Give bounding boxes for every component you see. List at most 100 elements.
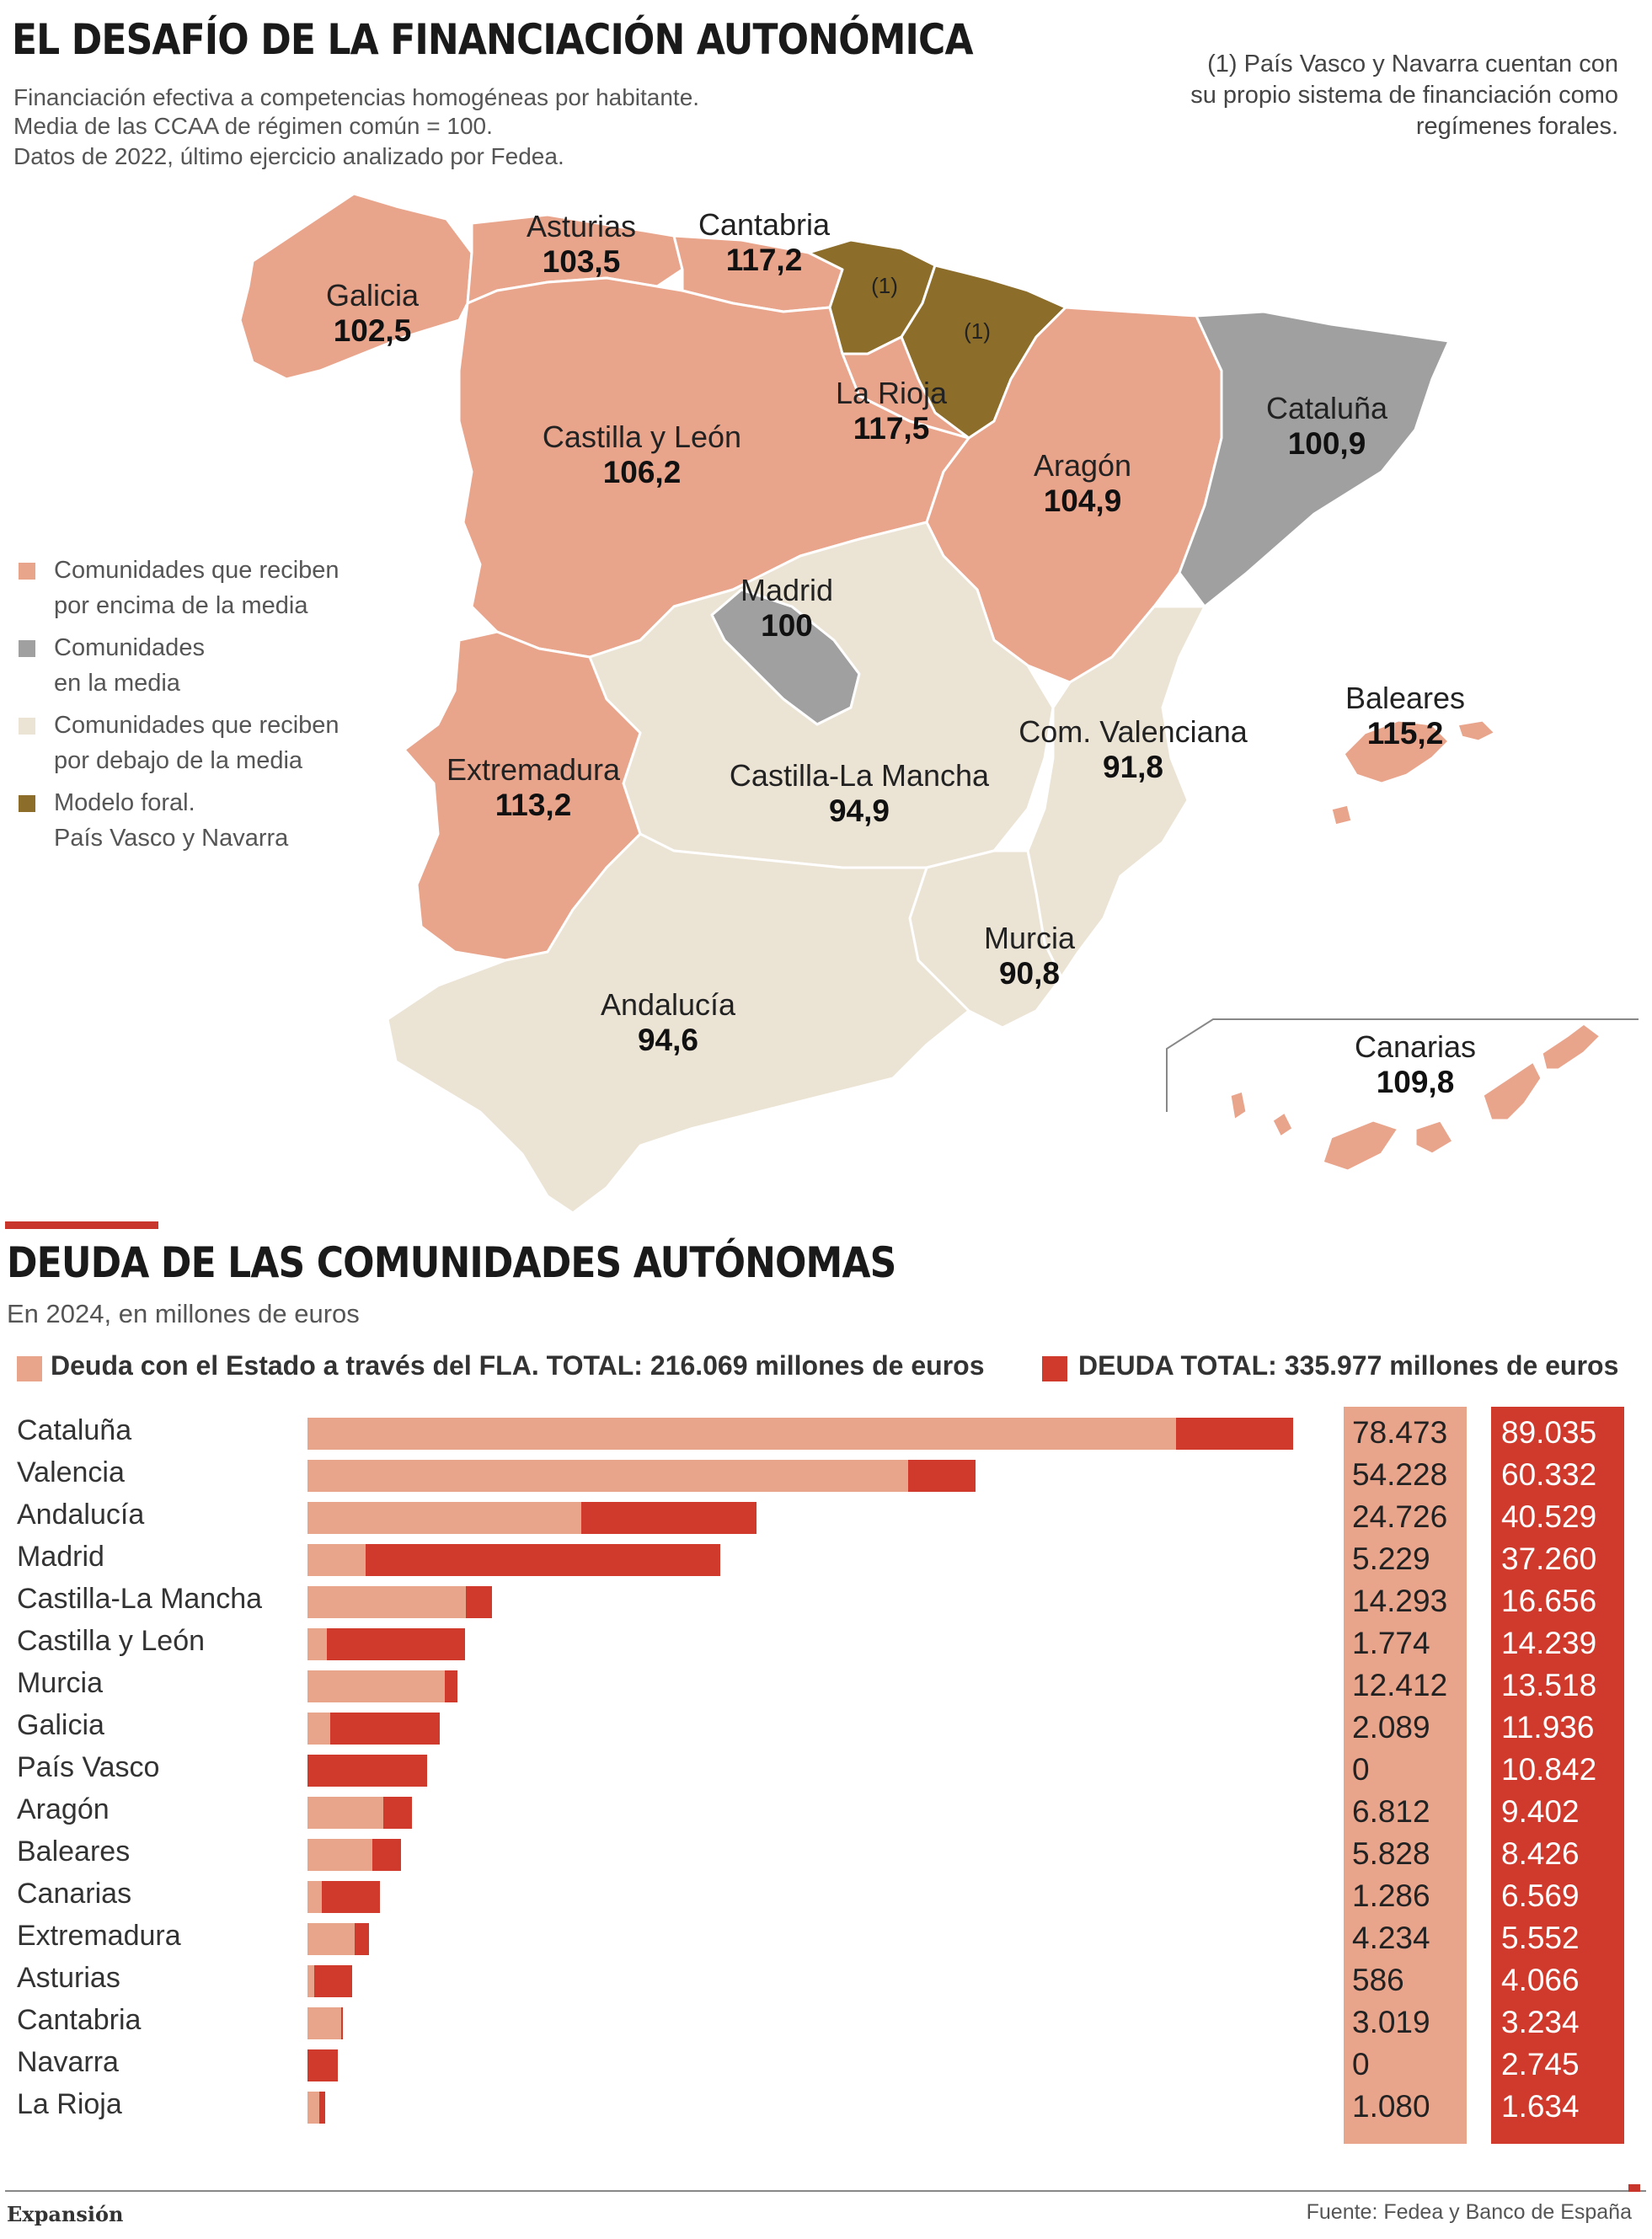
region-canarias — [1228, 1022, 1602, 1173]
value-label-fla: 0 — [1352, 2047, 1370, 2081]
label-aragon: Aragón 104,9 — [1033, 448, 1132, 518]
value-label-total: 13.518 — [1501, 1668, 1597, 1702]
value-label-total: 14.239 — [1501, 1626, 1597, 1660]
value-label-fla: 586 — [1352, 1963, 1404, 1997]
value-label-fla: 1.080 — [1352, 2089, 1430, 2124]
row-label: Asturias — [17, 1962, 120, 1994]
legend-swatch-below — [19, 718, 35, 735]
legend-swatch-fla — [17, 1356, 42, 1381]
value-label-total: 5.552 — [1501, 1921, 1580, 1955]
value-label-fla: 54.228 — [1352, 1457, 1448, 1492]
legend-label-above: Comunidades que reciben por encima de la… — [54, 557, 339, 619]
bar-deuda-fla — [307, 1670, 446, 1702]
bar-deuda-fla — [307, 1586, 466, 1618]
spain-map: (1) (1) — [238, 192, 1639, 1215]
value-label-total: 40.529 — [1501, 1499, 1597, 1534]
bar-deuda-fla — [307, 1713, 331, 1745]
label-castilla-leon: Castilla y León 106,2 — [542, 419, 742, 489]
row-label: Extremadura — [17, 1920, 181, 1952]
value-label-total: 8.426 — [1501, 1836, 1580, 1871]
bar-deuda-fla — [307, 2092, 320, 2124]
label-galicia: Galicia 102,5 — [325, 278, 420, 348]
bar-deuda-fla — [307, 1628, 328, 1660]
region-la-rioja — [841, 335, 970, 440]
value-label-total: 89.035 — [1501, 1415, 1597, 1450]
bar-deuda-fla — [307, 2007, 341, 2039]
bar-deuda-fla — [307, 1418, 1177, 1450]
row-label: Valencia — [17, 1456, 125, 1488]
chart-subtitle: En 2024, en millones de euros — [7, 1299, 360, 1328]
value-label-total: 60.332 — [1501, 1457, 1597, 1492]
region-andalucia — [386, 832, 970, 1215]
row-label: Cataluña — [17, 1414, 132, 1446]
value-label-fla: 1.774 — [1352, 1626, 1430, 1660]
row-label: La Rioja — [17, 2088, 122, 2120]
label-asturias: Asturias 103,5 — [526, 209, 637, 279]
label-andalucia: Andalucía 94,6 — [600, 987, 736, 1057]
canarias-inset-frame — [1166, 1018, 1639, 1112]
map-title: EL DESAFÍO DE LA FINANCIACIÓN AUTONÓMICA — [12, 15, 974, 64]
bar-deuda-total — [307, 1755, 428, 1787]
value-label-fla: 5.229 — [1352, 1542, 1430, 1576]
bar-deuda-total — [307, 1965, 353, 1997]
region-valencia — [1026, 605, 1206, 979]
map-subtitle-1: Financiación efectiva a competencias hom… — [13, 84, 700, 110]
label-madrid: Madrid 100 — [740, 573, 834, 643]
bar-deuda-fla — [307, 1797, 383, 1829]
footer-accent — [1628, 2184, 1640, 2192]
bar-deuda-total — [307, 1628, 466, 1660]
value-label-fla: 6.812 — [1352, 1794, 1430, 1829]
legend-swatch-average — [19, 640, 35, 657]
bar-deuda-fla — [307, 1502, 581, 1534]
value-label-total: 6.569 — [1501, 1878, 1580, 1913]
row-label: Murcia — [17, 1667, 104, 1699]
legend-label-below: Comunidades que reciben por debajo de la… — [54, 712, 339, 774]
label-extremadura: Extremadura 113,2 — [446, 752, 621, 822]
row-label: Cantabria — [17, 2004, 142, 2036]
row-label: Navarra — [17, 2046, 119, 2078]
row-label: Baleares — [17, 1836, 131, 1868]
bar-deuda-fla — [307, 1923, 355, 1955]
bar-deuda-fla — [307, 1460, 908, 1492]
value-label-total: 11.936 — [1501, 1710, 1595, 1745]
bar-deuda-total — [307, 1544, 720, 1576]
region-baleares — [1329, 719, 1497, 827]
value-label-fla: 0 — [1352, 1752, 1370, 1787]
total-values-column — [1491, 1407, 1624, 2144]
legend-label-fla: Deuda con el Estado a través del FLA. TO… — [51, 1350, 985, 1381]
value-label-fla: 24.726 — [1352, 1499, 1448, 1534]
source-credit: Fuente: Fedea y Banco de España — [1306, 2200, 1632, 2224]
bar-deuda-fla — [307, 1881, 322, 1913]
label-valencia: Com. Valenciana 91,8 — [1018, 714, 1248, 784]
row-label: Galicia — [17, 1709, 104, 1741]
map-subtitle-2: Media de las CCAA de régimen común = 100… — [13, 113, 493, 139]
value-label-total: 37.260 — [1501, 1542, 1597, 1576]
row-label: Andalucía — [17, 1499, 145, 1531]
label-murcia: Murcia 90,8 — [983, 921, 1076, 991]
row-label: Madrid — [17, 1541, 104, 1573]
value-label-total: 1.634 — [1501, 2089, 1580, 2124]
value-label-fla: 14.293 — [1352, 1584, 1448, 1618]
value-label-total: 9.402 — [1501, 1794, 1580, 1829]
value-label-fla: 3.019 — [1352, 2005, 1430, 2039]
label-cataluna: Cataluña 100,9 — [1265, 391, 1388, 461]
foral-note: (1) País Vasco y Navarra cuentan con su … — [1190, 51, 1618, 140]
value-label-total: 2.745 — [1501, 2047, 1580, 2081]
bar-deuda-fla — [307, 1544, 366, 1576]
legend-label-average: Comunidades en la media — [54, 634, 205, 697]
section-accent-bar — [5, 1221, 158, 1229]
legend-swatch-foral — [19, 795, 35, 812]
legend-label-foral: Modelo foral. País Vasco y Navarra — [54, 789, 289, 852]
map-subtitle-3: Datos de 2022, último ejercicio analizad… — [13, 143, 564, 169]
label-castilla-la-mancha: Castilla-La Mancha 94,9 — [729, 758, 990, 828]
publisher-credit: Expansión — [7, 2202, 124, 2226]
value-label-fla: 12.412 — [1352, 1668, 1448, 1702]
value-label-fla: 4.234 — [1352, 1921, 1430, 1955]
footer-rule — [5, 2190, 1646, 2192]
chart-title: DEUDA DE LAS COMUNIDADES AUTÓNOMAS — [7, 1238, 896, 1287]
region-galicia — [238, 192, 473, 381]
value-label-fla: 2.089 — [1352, 1710, 1430, 1745]
value-label-fla: 78.473 — [1352, 1415, 1448, 1450]
label-baleares: Baleares 115,2 — [1345, 681, 1466, 751]
bar-deuda-fla — [307, 1839, 372, 1871]
